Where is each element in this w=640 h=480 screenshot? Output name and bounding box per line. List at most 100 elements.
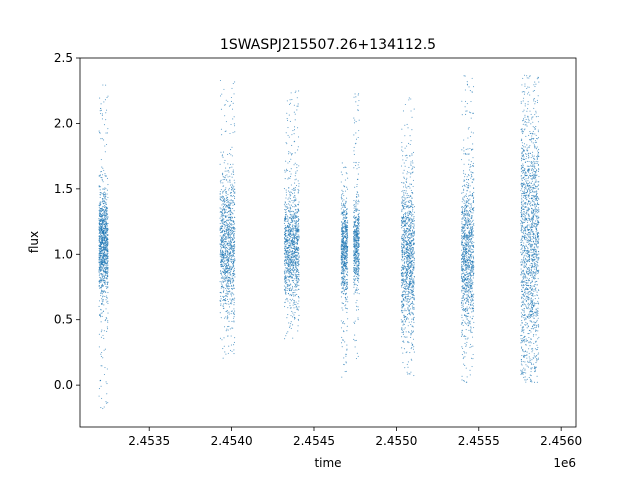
data-point	[358, 245, 360, 248]
data-point	[286, 281, 288, 284]
data-point	[98, 204, 100, 206]
data-point	[295, 284, 297, 287]
data-point	[297, 261, 299, 263]
data-point	[341, 206, 343, 208]
data-point	[220, 245, 222, 247]
data-point	[296, 228, 298, 230]
data-point	[406, 187, 408, 189]
data-point	[344, 288, 346, 290]
data-point	[227, 270, 229, 272]
data-point	[413, 219, 415, 222]
data-point	[230, 199, 232, 201]
data-point	[232, 239, 234, 241]
data-point	[233, 235, 235, 237]
data-point	[284, 230, 286, 232]
data-point	[234, 191, 236, 193]
data-point	[232, 251, 234, 253]
data-point	[107, 242, 109, 244]
data-point	[345, 362, 347, 364]
data-point	[220, 214, 222, 216]
data-point	[106, 262, 108, 264]
data-point	[226, 258, 228, 260]
data-point	[296, 289, 298, 291]
data-point	[343, 231, 345, 233]
data-point	[286, 268, 288, 270]
data-point	[408, 267, 410, 269]
data-point	[411, 197, 413, 199]
data-point	[104, 205, 106, 207]
data-point	[356, 232, 358, 234]
data-point	[286, 218, 288, 220]
data-point	[292, 217, 294, 219]
data-point	[356, 254, 358, 256]
data-point	[355, 233, 357, 235]
data-point	[223, 88, 225, 90]
data-point	[228, 242, 230, 244]
data-point	[358, 252, 360, 254]
data-point	[232, 188, 234, 190]
data-point	[104, 283, 106, 286]
data-point	[227, 329, 229, 331]
data-point	[227, 258, 229, 260]
data-point	[296, 216, 298, 219]
data-point	[410, 173, 412, 175]
data-point	[98, 250, 100, 252]
data-point	[297, 188, 299, 191]
data-point	[106, 199, 108, 201]
data-point	[229, 248, 231, 250]
data-point	[287, 276, 289, 278]
data-point	[343, 243, 345, 245]
data-point	[293, 307, 295, 309]
data-point	[402, 252, 404, 254]
data-point	[289, 232, 291, 234]
data-point	[103, 221, 105, 223]
data-point	[346, 249, 348, 251]
data-point	[99, 280, 101, 282]
data-point	[354, 222, 356, 224]
data-point	[230, 293, 232, 295]
data-point	[105, 256, 107, 258]
data-point	[341, 222, 343, 224]
data-point	[289, 307, 291, 309]
data-point	[98, 223, 100, 225]
data-point	[286, 270, 288, 272]
data-point	[357, 203, 359, 205]
data-point	[103, 169, 105, 171]
data-point	[227, 264, 229, 266]
data-point	[233, 271, 235, 273]
data-point	[106, 248, 108, 250]
data-point	[107, 320, 109, 322]
data-point	[231, 295, 233, 297]
data-point	[99, 214, 101, 217]
data-point	[225, 192, 227, 194]
data-point	[344, 254, 346, 256]
data-point	[292, 292, 295, 294]
data-point	[219, 232, 222, 234]
data-point	[225, 236, 227, 238]
data-point	[105, 226, 107, 228]
data-point	[106, 237, 108, 239]
data-point	[353, 146, 355, 148]
data-point	[344, 215, 346, 217]
data-point	[296, 267, 298, 269]
data-point	[343, 218, 345, 220]
data-point	[298, 300, 300, 302]
data-point	[286, 225, 289, 227]
data-point	[219, 198, 221, 200]
data-point	[227, 237, 229, 239]
data-point	[284, 218, 286, 220]
data-point	[101, 208, 104, 210]
data-point	[290, 194, 292, 196]
data-point	[226, 276, 228, 278]
data-point	[403, 336, 405, 338]
data-point	[343, 269, 345, 272]
data-point	[230, 211, 232, 213]
data-point	[220, 108, 222, 110]
data-point	[409, 289, 411, 291]
data-point	[106, 217, 108, 219]
data-point	[344, 216, 346, 218]
data-point	[343, 232, 345, 234]
data-point	[288, 239, 290, 241]
data-point	[233, 304, 235, 306]
data-point	[403, 202, 405, 204]
